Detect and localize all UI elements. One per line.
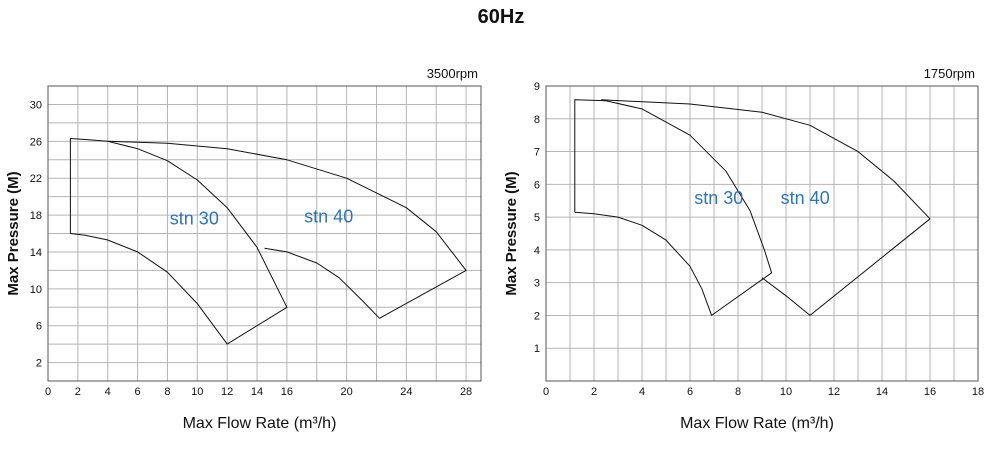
y-tick-label: 4 (534, 245, 540, 257)
series-label: stn 40 (304, 206, 353, 226)
rpm-label: 1750rpm (924, 66, 975, 81)
y-tick-label: 3 (534, 278, 540, 290)
y-tick-label: 8 (534, 114, 540, 126)
x-tick-label: 0 (543, 386, 549, 398)
x-tick-label: 14 (251, 386, 263, 398)
series-region-stn-40 (601, 99, 931, 316)
x-tick-label: 0 (45, 386, 51, 398)
x-tick-label: 4 (639, 386, 645, 398)
series-label: stn 40 (781, 188, 830, 208)
y-tick-label: 7 (534, 147, 540, 159)
y-tick-label: 6 (534, 179, 540, 191)
x-tick-label: 10 (191, 386, 203, 398)
x-tick-label: 8 (164, 386, 170, 398)
y-tick-label: 22 (30, 173, 42, 185)
x-tick-label: 10 (780, 386, 792, 398)
x-tick-label: 2 (75, 386, 81, 398)
y-tick-label: 6 (36, 321, 42, 333)
series-region-stn-40 (107, 140, 467, 319)
x-tick-label: 8 (735, 386, 741, 398)
page-title: 60Hz (477, 6, 525, 28)
x-tick-label: 14 (876, 386, 888, 398)
x-tick-label: 6 (135, 386, 141, 398)
y-tick-label: 2 (36, 358, 42, 370)
series-region-stn-30 (574, 99, 773, 316)
y-tick-label: 18 (30, 210, 42, 222)
y-tick-label: 10 (30, 284, 42, 296)
x-tick-label: 18 (972, 386, 984, 398)
x-tick-label: 4 (105, 386, 111, 398)
plot-frame (545, 85, 979, 382)
x-tick-label: 12 (221, 386, 233, 398)
y-tick-label: 14 (30, 247, 42, 259)
y-axis-title: Max Pressure (M) (5, 171, 22, 295)
series-label: stn 30 (170, 208, 219, 228)
x-tick-label: 16 (924, 386, 936, 398)
x-tick-label: 20 (340, 386, 352, 398)
x-tick-label: 16 (281, 386, 293, 398)
rpm-label: 3500rpm (427, 66, 478, 81)
series-region-stn-30 (69, 138, 288, 345)
series-label: stn 30 (694, 188, 743, 208)
x-tick-label: 6 (687, 386, 693, 398)
y-tick-label: 9 (534, 81, 540, 93)
x-tick-label: 28 (460, 386, 472, 398)
y-tick-label: 26 (30, 136, 42, 148)
y-tick-label: 2 (534, 310, 540, 322)
x-tick-label: 24 (400, 386, 412, 398)
plot-frame (47, 85, 482, 382)
y-axis-title: Max Pressure (M) (503, 171, 520, 295)
x-tick-label: 2 (591, 386, 597, 398)
x-tick-label: 12 (828, 386, 840, 398)
x-axis-title: Max Flow Rate (m³/h) (183, 415, 337, 432)
y-tick-label: 30 (30, 99, 42, 111)
x-axis-title: Max Flow Rate (m³/h) (680, 415, 834, 432)
y-tick-label: 5 (534, 212, 540, 224)
y-tick-label: 1 (534, 343, 540, 355)
